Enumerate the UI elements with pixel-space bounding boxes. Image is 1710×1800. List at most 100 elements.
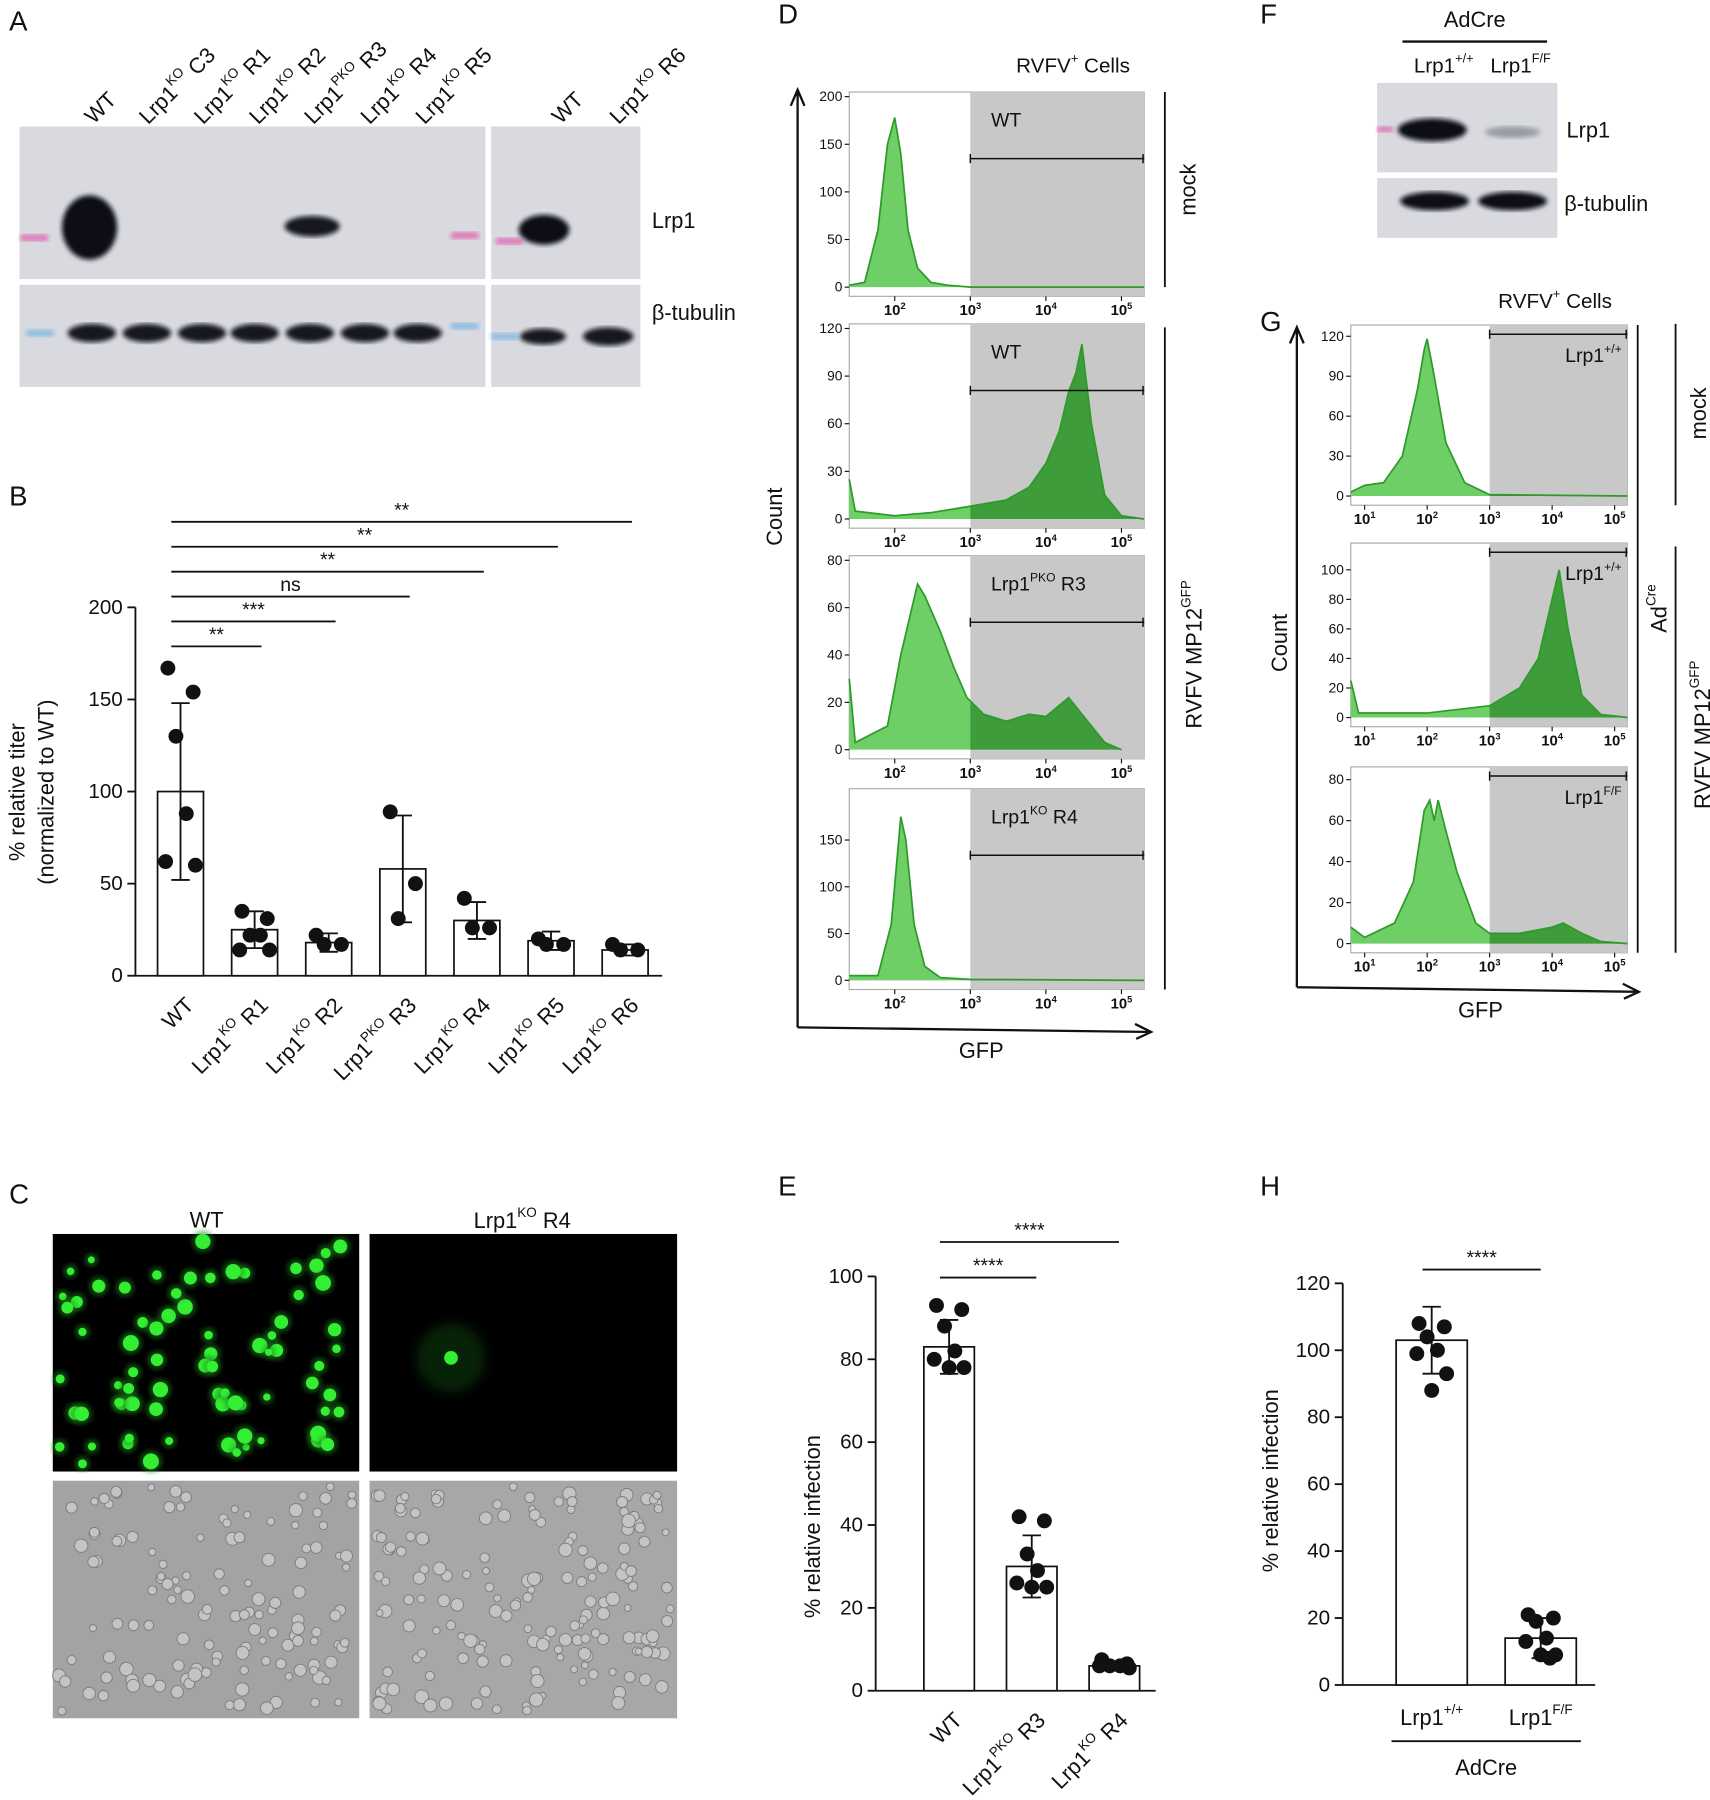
fluorescent-cell — [183, 1271, 197, 1285]
x-tick-label: 103 — [959, 301, 981, 319]
brightfield-cell — [147, 1483, 156, 1492]
data-point — [1528, 1613, 1544, 1629]
data-point — [929, 1297, 944, 1313]
brightfield-cell — [243, 1510, 252, 1519]
brightfield-cell — [628, 1581, 639, 1592]
brightfield-cell — [432, 1561, 447, 1576]
brightfield-cell — [142, 1673, 157, 1688]
brightfield-cell — [640, 1645, 654, 1659]
brightfield-cell — [281, 1638, 295, 1652]
brightfield-cell — [457, 1652, 469, 1665]
header-part: RVFV — [1498, 289, 1553, 312]
brightfield-cell — [499, 1654, 513, 1668]
brightfield-cell — [233, 1531, 246, 1544]
brightfield-cell — [325, 1482, 335, 1492]
brightfield-cell — [652, 1490, 662, 1500]
brightfield-cell — [100, 1671, 113, 1684]
fluorescent-cell — [149, 1321, 164, 1336]
x-tick-label-part: 10 — [1604, 512, 1621, 528]
data-point — [1019, 1546, 1035, 1562]
data-point — [316, 936, 332, 952]
brightfield-cell — [373, 1489, 386, 1502]
fluorescent-cell — [78, 1327, 87, 1337]
brightfield-cell — [587, 1572, 597, 1582]
x-tick-label-part: 10 — [884, 535, 901, 551]
brightfield-cell — [235, 1682, 250, 1697]
brightfield-cell — [611, 1696, 626, 1710]
brightfield-cell — [508, 1482, 518, 1492]
brightfield-cell — [143, 1620, 155, 1631]
y-tick-label: 80 — [840, 1348, 863, 1371]
y-tick-label: 100 — [1321, 562, 1344, 577]
blot-band — [1478, 191, 1548, 211]
brightfield-cell — [266, 1517, 276, 1526]
brightfield-image — [52, 1480, 360, 1719]
brightfield-cell — [653, 1503, 664, 1514]
x-tick-label-part: 2 — [900, 533, 905, 543]
brightfield-cell — [523, 1624, 533, 1633]
gate-label: WT — [991, 110, 1021, 132]
x-tick-label: 103 — [1479, 732, 1501, 750]
brightfield-cell — [417, 1648, 428, 1659]
fluorescent-cell — [124, 1396, 140, 1412]
brightfield-cell — [621, 1513, 636, 1529]
brightfield-cell — [396, 1546, 407, 1557]
fluorescent-cell — [225, 1264, 241, 1280]
y-tick-label: 0 — [1336, 489, 1344, 504]
x-tick-label-part: 10 — [1479, 512, 1496, 528]
brightfield-cell — [98, 1492, 110, 1504]
y-axis-label: % relative infection — [1258, 1389, 1283, 1572]
brightfield-cell — [291, 1521, 300, 1530]
brightfield-cell — [569, 1620, 581, 1631]
x-tick-label: 102 — [1416, 510, 1438, 528]
y-tick-label: 0 — [1319, 1673, 1330, 1696]
brightfield-cell — [432, 1626, 441, 1635]
ladder-mark — [491, 333, 519, 340]
x-tick-label-part: 10 — [1354, 734, 1371, 750]
data-point — [234, 903, 250, 919]
brightfield-cell — [484, 1582, 495, 1593]
gate-label: Lrp1F/F — [1564, 784, 1621, 809]
x-tick-label-part: 2 — [900, 301, 905, 311]
brightfield-cell — [196, 1533, 205, 1542]
x-tick-label: 104 — [1035, 994, 1058, 1012]
histogram-line — [1350, 797, 1628, 945]
brightfield-cell — [382, 1666, 393, 1678]
x-tick-label-part: +/+ — [1444, 1702, 1464, 1717]
data-point — [262, 942, 277, 958]
brightfield-cell — [261, 1655, 271, 1666]
brightfield-cell — [410, 1507, 421, 1519]
brightfield-cell — [622, 1631, 636, 1645]
fluorescent-cell — [293, 1289, 304, 1301]
significance-label: ** — [320, 549, 336, 571]
x-tick-label-part: 5 — [1127, 764, 1132, 774]
y-tick-label: 30 — [827, 464, 843, 479]
gate-label-part: Lrp1 — [1564, 787, 1603, 809]
blot-band — [61, 195, 118, 260]
brightfield-cell — [488, 1604, 503, 1618]
y-tick-label: 120 — [1296, 1272, 1330, 1295]
panel-letter: D — [778, 0, 798, 30]
x-tick-label: 102 — [1416, 732, 1438, 750]
brightfield-cell — [577, 1647, 592, 1661]
brightfield-cell — [176, 1632, 190, 1646]
x-tick-label: 103 — [1479, 510, 1501, 528]
fluorescent-cell — [323, 1388, 337, 1402]
brightfield-cell — [309, 1636, 319, 1646]
fluorescent-cell — [55, 1374, 65, 1384]
significance-label: ** — [209, 624, 225, 646]
data-point — [1024, 1579, 1040, 1595]
brightfield-cell — [500, 1609, 513, 1622]
data-point — [1039, 1579, 1055, 1595]
x-tick-label-part: 5 — [1620, 510, 1625, 520]
x-tick-label-part: 5 — [1127, 994, 1132, 1004]
lane-label-part: +/+ — [1455, 51, 1474, 66]
gate-label: Lrp1PKO R3 — [991, 570, 1086, 595]
y-tick-label: 60 — [1329, 813, 1345, 828]
brightfield-cell — [661, 1581, 673, 1594]
fluorescent-cell — [320, 1248, 331, 1259]
histogram-fill — [849, 117, 1145, 288]
x-tick-label-part: 10 — [1035, 766, 1052, 782]
data-point — [1102, 1658, 1118, 1674]
